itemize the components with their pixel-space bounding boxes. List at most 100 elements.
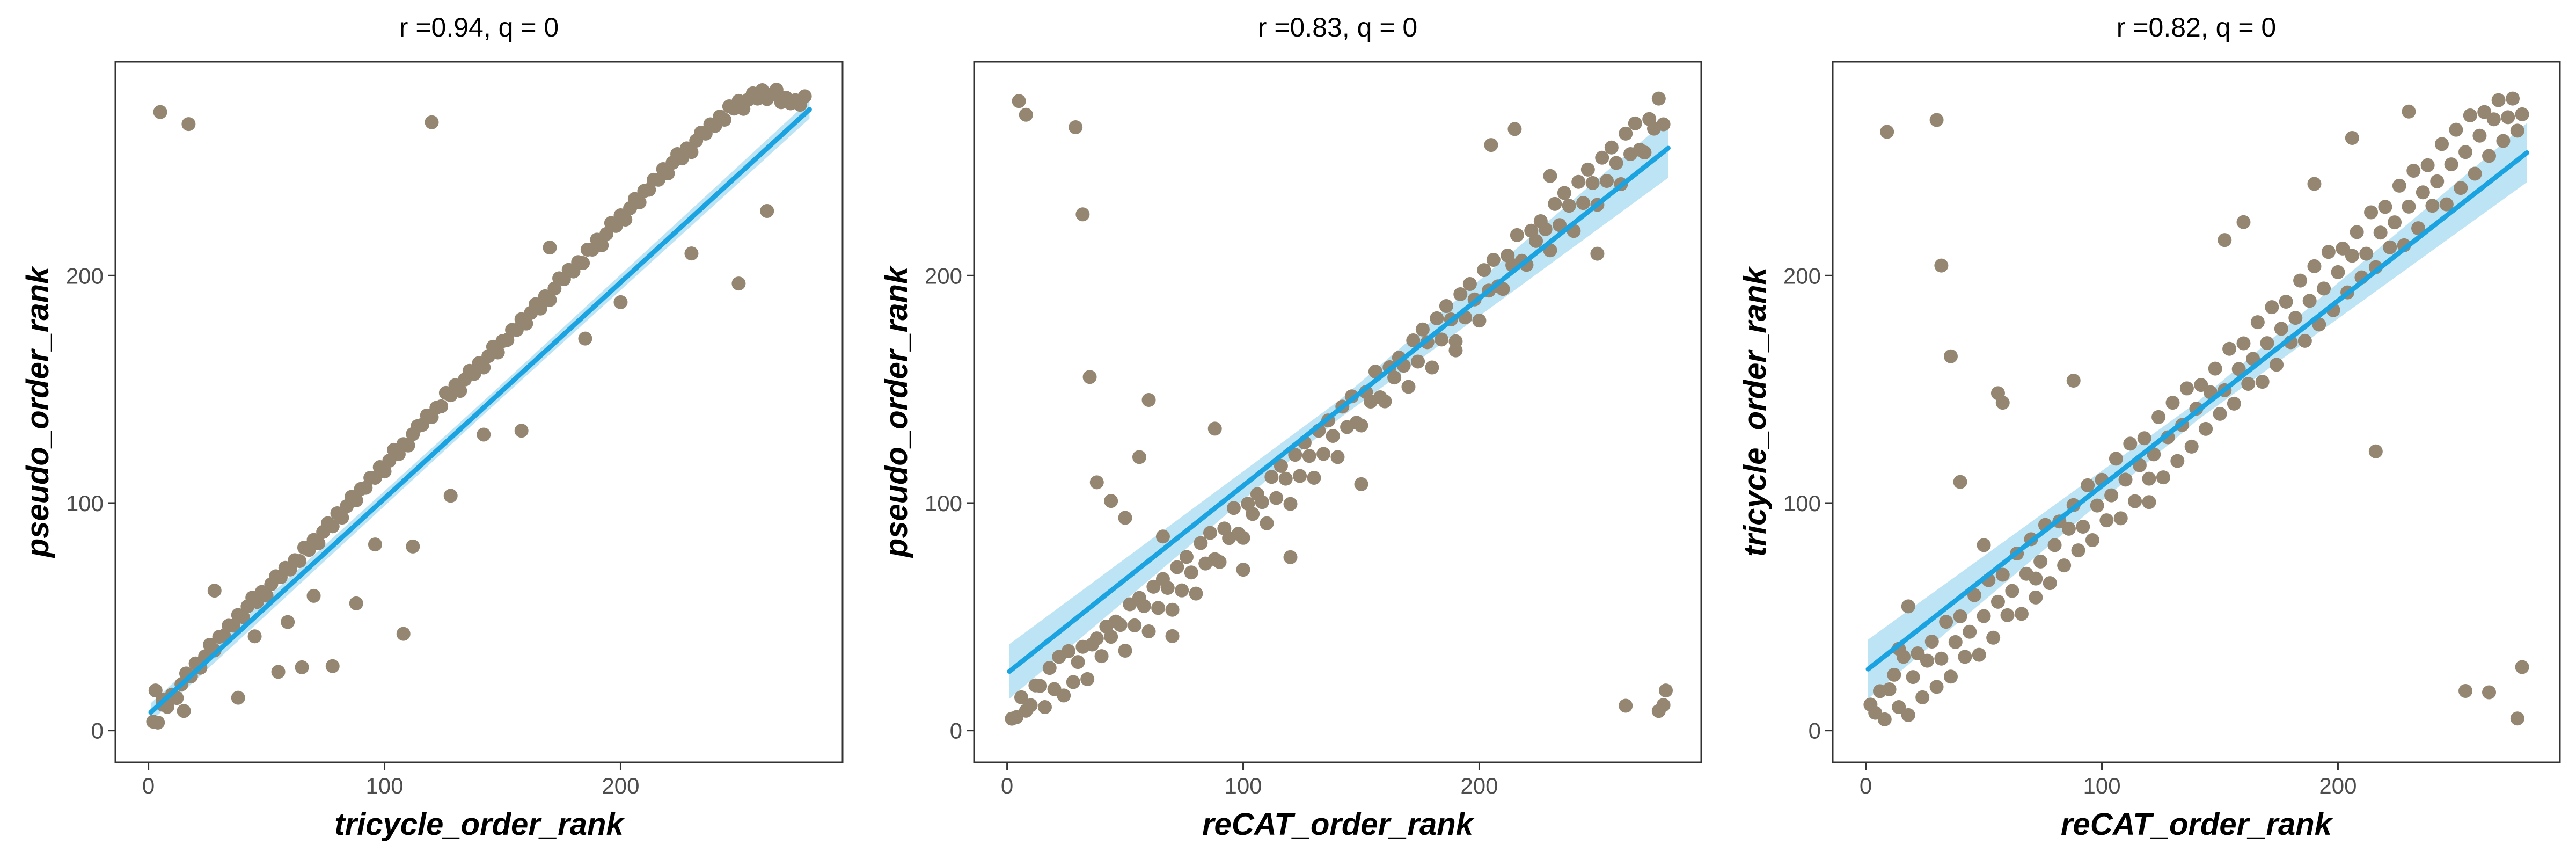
plot-frame	[1832, 61, 2561, 763]
x-tick-label: 200	[1460, 773, 1498, 798]
data-point	[1071, 655, 1085, 669]
data-point	[1580, 162, 1595, 177]
data-point	[2142, 471, 2156, 486]
data-point	[1472, 314, 1487, 328]
data-point	[2435, 137, 2449, 151]
data-point	[1637, 145, 1652, 160]
data-point	[1977, 538, 1991, 552]
data-point	[311, 536, 326, 550]
y-tick-label: 100	[66, 491, 104, 516]
data-point	[2482, 149, 2497, 163]
data-point	[1943, 349, 1958, 363]
data-point	[2364, 205, 2379, 220]
data-point	[514, 424, 529, 438]
data-point	[1082, 370, 1097, 384]
data-point	[1146, 579, 1161, 594]
data-point	[2345, 130, 2359, 145]
points	[146, 83, 812, 730]
data-point	[1462, 276, 1477, 291]
data-point	[2402, 104, 2416, 119]
data-point	[1477, 263, 1491, 278]
x-axis-title: tricycle_order_rank	[334, 807, 625, 842]
data-point	[1302, 449, 1316, 463]
data-point	[1326, 428, 1340, 443]
data-point	[1151, 601, 1166, 615]
data-point	[1075, 207, 1090, 222]
data-point	[2510, 123, 2524, 138]
panel-3: r =0.82, q = 0 0 100 200 0 100 200 reCAT_order_…	[1738, 12, 2561, 842]
data-point	[1538, 222, 1553, 236]
data-point	[325, 519, 340, 534]
x-tick-label: 0	[1860, 773, 1872, 798]
data-point	[1924, 635, 1939, 649]
data-point	[1160, 581, 1175, 595]
data-point	[247, 629, 262, 644]
data-point	[1208, 421, 1222, 436]
data-point	[2165, 396, 2180, 410]
data-point	[1014, 690, 1028, 704]
data-point	[1184, 565, 1198, 580]
x-tick-label: 100	[365, 773, 403, 798]
data-point	[1619, 126, 1633, 141]
data-point	[2179, 381, 2194, 396]
data-point	[2218, 233, 2232, 247]
y-axis-title: pseudo_order_rank	[879, 265, 914, 558]
data-point	[1316, 447, 1331, 461]
data-point	[1278, 471, 1293, 486]
data-point	[684, 246, 699, 261]
data-point	[1274, 458, 1288, 473]
data-point	[1887, 667, 1901, 682]
data-point	[1170, 560, 1184, 574]
data-point	[595, 238, 609, 252]
data-point	[1387, 370, 1402, 385]
data-point	[259, 588, 274, 603]
data-point	[2227, 396, 2241, 411]
data-point	[1128, 618, 1142, 632]
data-point	[148, 683, 163, 698]
data-point	[2076, 520, 2090, 534]
data-point	[1486, 253, 1501, 267]
data-point	[153, 105, 167, 119]
data-point	[2515, 107, 2529, 121]
points	[1863, 91, 2529, 726]
data-point	[1557, 186, 1571, 200]
data-point	[1619, 698, 1633, 713]
data-point	[1260, 516, 1274, 530]
x-axis-title: reCAT_order_rank	[1202, 807, 1475, 842]
data-point	[2468, 166, 2482, 181]
data-point	[1226, 501, 1241, 515]
data-point	[1609, 156, 1623, 170]
data-point	[1953, 475, 1967, 489]
data-point	[1104, 630, 1118, 644]
data-point	[1165, 602, 1180, 617]
y-tick-label: 100	[925, 491, 962, 516]
data-point	[2416, 185, 2430, 200]
data-point	[1651, 91, 1666, 106]
data-point	[2420, 158, 2435, 172]
data-point	[1330, 450, 1345, 464]
data-point	[231, 690, 245, 705]
data-point	[2033, 554, 2048, 569]
data-point	[2458, 145, 2473, 159]
y-tick-label: 100	[1783, 491, 1821, 516]
data-point	[2501, 110, 2515, 125]
data-point	[1212, 555, 1227, 569]
data-point	[1179, 550, 1194, 564]
data-point	[1269, 491, 1284, 505]
data-point	[1448, 343, 1463, 358]
data-point	[1507, 122, 1522, 136]
data-point	[613, 295, 628, 309]
data-point	[1132, 450, 1146, 464]
data-point	[2392, 178, 2406, 193]
data-point	[1934, 258, 1949, 273]
data-point	[2383, 240, 2397, 254]
data-point	[2104, 488, 2119, 503]
data-point	[1033, 679, 1048, 693]
data-point	[1585, 176, 1600, 190]
data-point	[1529, 234, 1543, 248]
data-point	[2321, 245, 2336, 259]
data-point	[2463, 108, 2477, 122]
data-point	[1415, 322, 1430, 337]
points	[1005, 91, 1673, 726]
